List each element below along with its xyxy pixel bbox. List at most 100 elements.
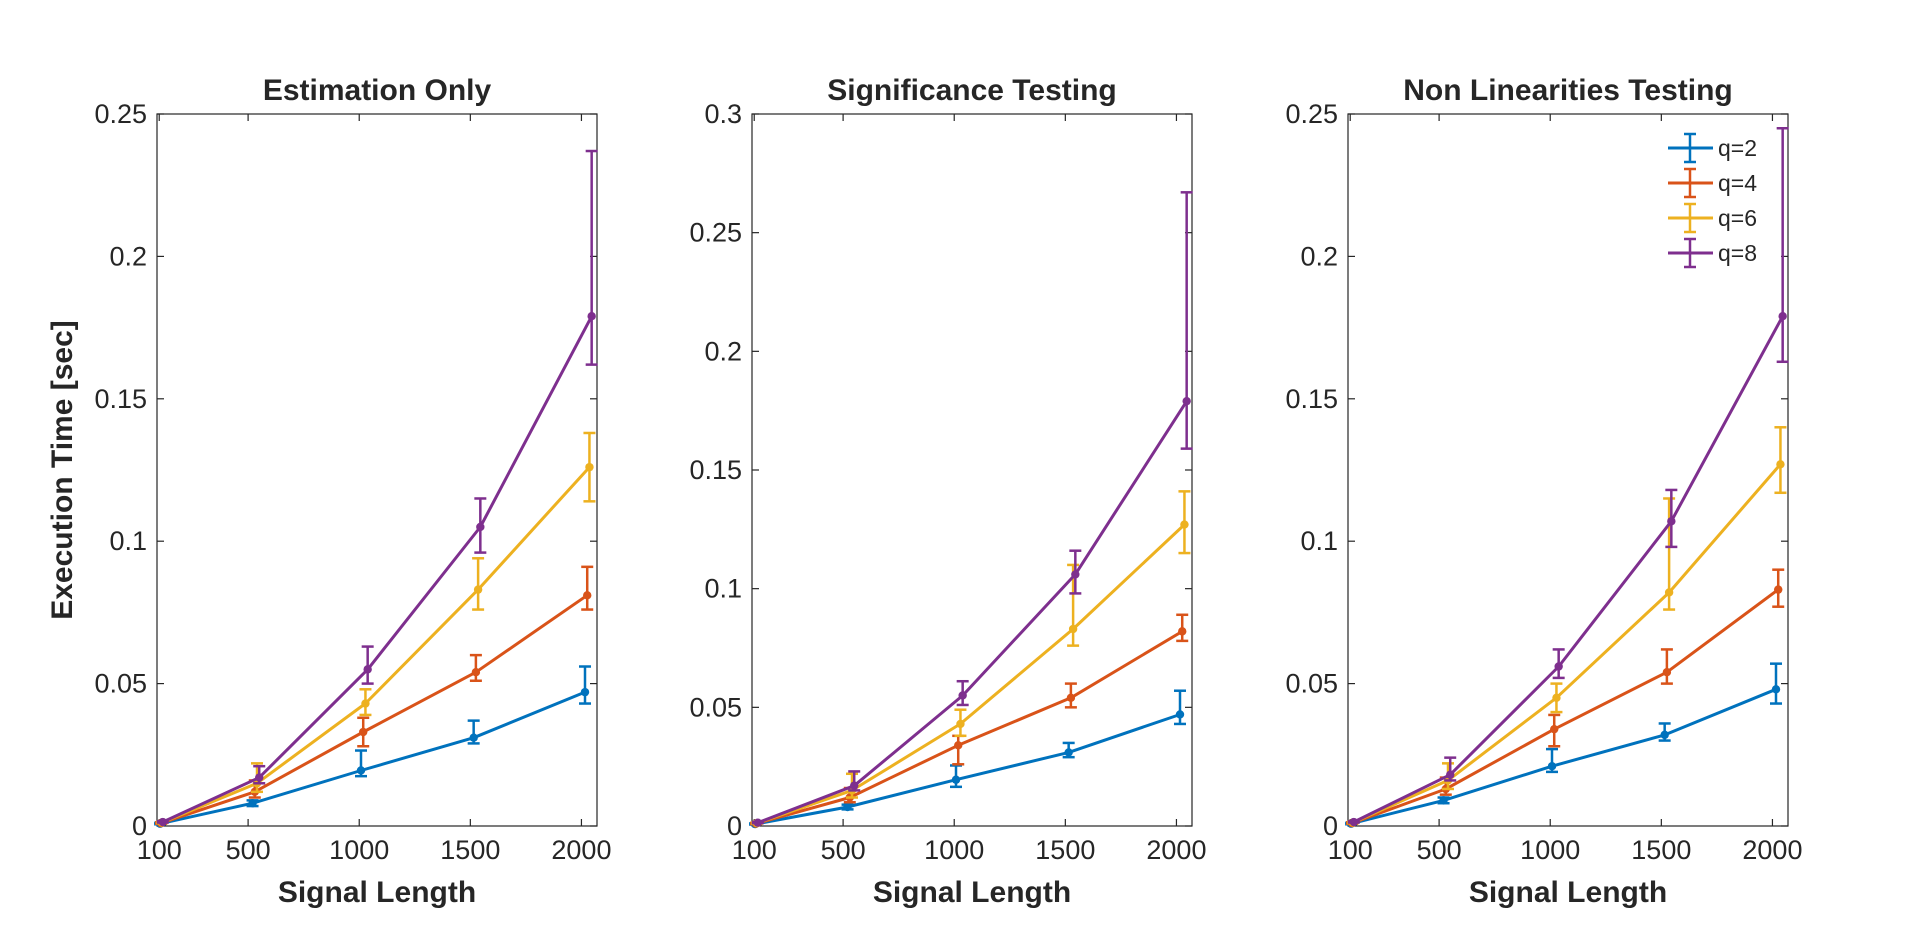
- y-tick-label: 0.1: [1300, 526, 1338, 556]
- y-tick-label: 0: [132, 811, 147, 841]
- y-tick-label: 0.3: [704, 99, 742, 129]
- data-point: [580, 687, 590, 697]
- legend-label: q=6: [1718, 205, 1757, 231]
- data-point: [255, 773, 264, 782]
- x-tick-label: 1000: [1520, 835, 1580, 865]
- legend: q=2 q=4 q=6 q=8: [1668, 132, 1757, 269]
- series-q=6: [1346, 426, 1787, 827]
- legend-entry: q=8: [1668, 237, 1757, 269]
- data-point: [1066, 693, 1076, 703]
- data-point: [1552, 693, 1561, 703]
- x-axis-label: Signal Length: [1469, 876, 1667, 909]
- data-point: [476, 522, 485, 532]
- data-point: [248, 799, 257, 808]
- y-tick-label: 0.25: [1285, 99, 1338, 129]
- x-tick-label: 100: [1328, 835, 1373, 865]
- data-point: [1774, 585, 1783, 594]
- data-point: [1554, 662, 1563, 671]
- legend-label: q=8: [1718, 240, 1757, 266]
- y-tick-label: 0.15: [94, 384, 147, 414]
- series-q=8: [1347, 126, 1789, 827]
- data-point: [1446, 770, 1455, 779]
- data-point: [1178, 627, 1187, 636]
- series-q=6: [155, 431, 596, 827]
- x-tick-label: 1000: [329, 835, 389, 865]
- data-point: [363, 665, 372, 674]
- x-tick-label: 500: [1417, 835, 1462, 865]
- y-tick-label: 0: [727, 811, 742, 841]
- y-tick-label: 0.05: [94, 669, 147, 699]
- y-axis-label: Execution Time [sec]: [46, 320, 79, 620]
- y-tick-label: 0.25: [689, 218, 742, 248]
- data-point: [473, 585, 483, 594]
- data-point: [951, 775, 961, 784]
- axes-box: [156, 113, 598, 827]
- x-tick-label: 2000: [1146, 835, 1206, 865]
- chart-title: Estimation Only: [263, 74, 492, 107]
- data-point: [958, 691, 967, 700]
- data-point: [956, 719, 965, 729]
- y-tick-label: 0.05: [1285, 669, 1338, 699]
- legend-label: q=4: [1718, 170, 1757, 196]
- x-tick-label: 1500: [1631, 835, 1691, 865]
- legend-entry: q=4: [1668, 167, 1757, 199]
- chart-panel-3: 100 500 1000 1500 2000 0 0.05 0.1 0.15 0.2 0.25 Non…: [1285, 74, 1802, 909]
- x-tick-label: 1500: [440, 835, 500, 865]
- data-point: [361, 699, 370, 708]
- y-tick-label: 0.25: [94, 99, 147, 129]
- data-point: [1064, 748, 1073, 757]
- series-q=8: [751, 191, 1193, 827]
- data-point: [356, 766, 366, 775]
- y-tick-label: 0.1: [109, 526, 147, 556]
- data-point: [1439, 796, 1448, 805]
- axes-box: [1347, 113, 1789, 827]
- data-point: [1667, 517, 1676, 526]
- chart-title: Non Linearities Testing: [1403, 74, 1733, 107]
- data-point: [1547, 761, 1557, 771]
- chart-title: Significance Testing: [827, 74, 1117, 107]
- data-point: [1550, 724, 1559, 734]
- data-point: [1776, 460, 1785, 469]
- legend-entry: q=2: [1668, 132, 1757, 164]
- x-tick-label: 500: [226, 835, 271, 865]
- y-tick-label: 0.2: [704, 336, 742, 366]
- data-point: [158, 817, 167, 827]
- data-point: [585, 462, 594, 472]
- y-tick-label: 0.15: [689, 455, 742, 485]
- y-tick-label: 0.1: [704, 574, 742, 604]
- data-point: [954, 741, 963, 750]
- data-point: [471, 668, 481, 677]
- series-q=8: [156, 149, 598, 827]
- y-tick-label: 0.2: [109, 241, 147, 271]
- data-point: [1180, 520, 1189, 529]
- x-tick-label: 100: [137, 835, 182, 865]
- data-point: [583, 591, 592, 600]
- x-axis-label: Signal Length: [278, 876, 476, 909]
- axes-box: [751, 113, 1193, 827]
- data-point: [1664, 588, 1674, 597]
- data-point: [1778, 312, 1787, 321]
- data-point: [1071, 570, 1080, 579]
- legend-entry: q=6: [1668, 202, 1757, 234]
- data-point: [1660, 730, 1669, 740]
- x-tick-label: 2000: [1742, 835, 1802, 865]
- data-point: [469, 733, 478, 742]
- data-point: [1662, 668, 1672, 677]
- data-point: [587, 312, 596, 321]
- series-q=4: [155, 565, 594, 828]
- x-tick-label: 1500: [1035, 835, 1095, 865]
- legend-label: q=2: [1718, 135, 1757, 161]
- data-point: [359, 727, 368, 737]
- y-tick-label: 0: [1323, 811, 1338, 841]
- data-point: [1349, 817, 1358, 827]
- x-axis-label: Signal Length: [873, 876, 1071, 909]
- chart-panel-2: 100 500 1000 1500 2000 0 0.05 0.1 0.15 0.2 0.25 0.3…: [689, 74, 1206, 909]
- data-point: [1175, 710, 1185, 719]
- data-point: [753, 818, 762, 827]
- data-point: [1068, 624, 1078, 634]
- y-tick-label: 0.05: [689, 692, 742, 722]
- data-point: [843, 802, 852, 812]
- data-point: [850, 781, 859, 790]
